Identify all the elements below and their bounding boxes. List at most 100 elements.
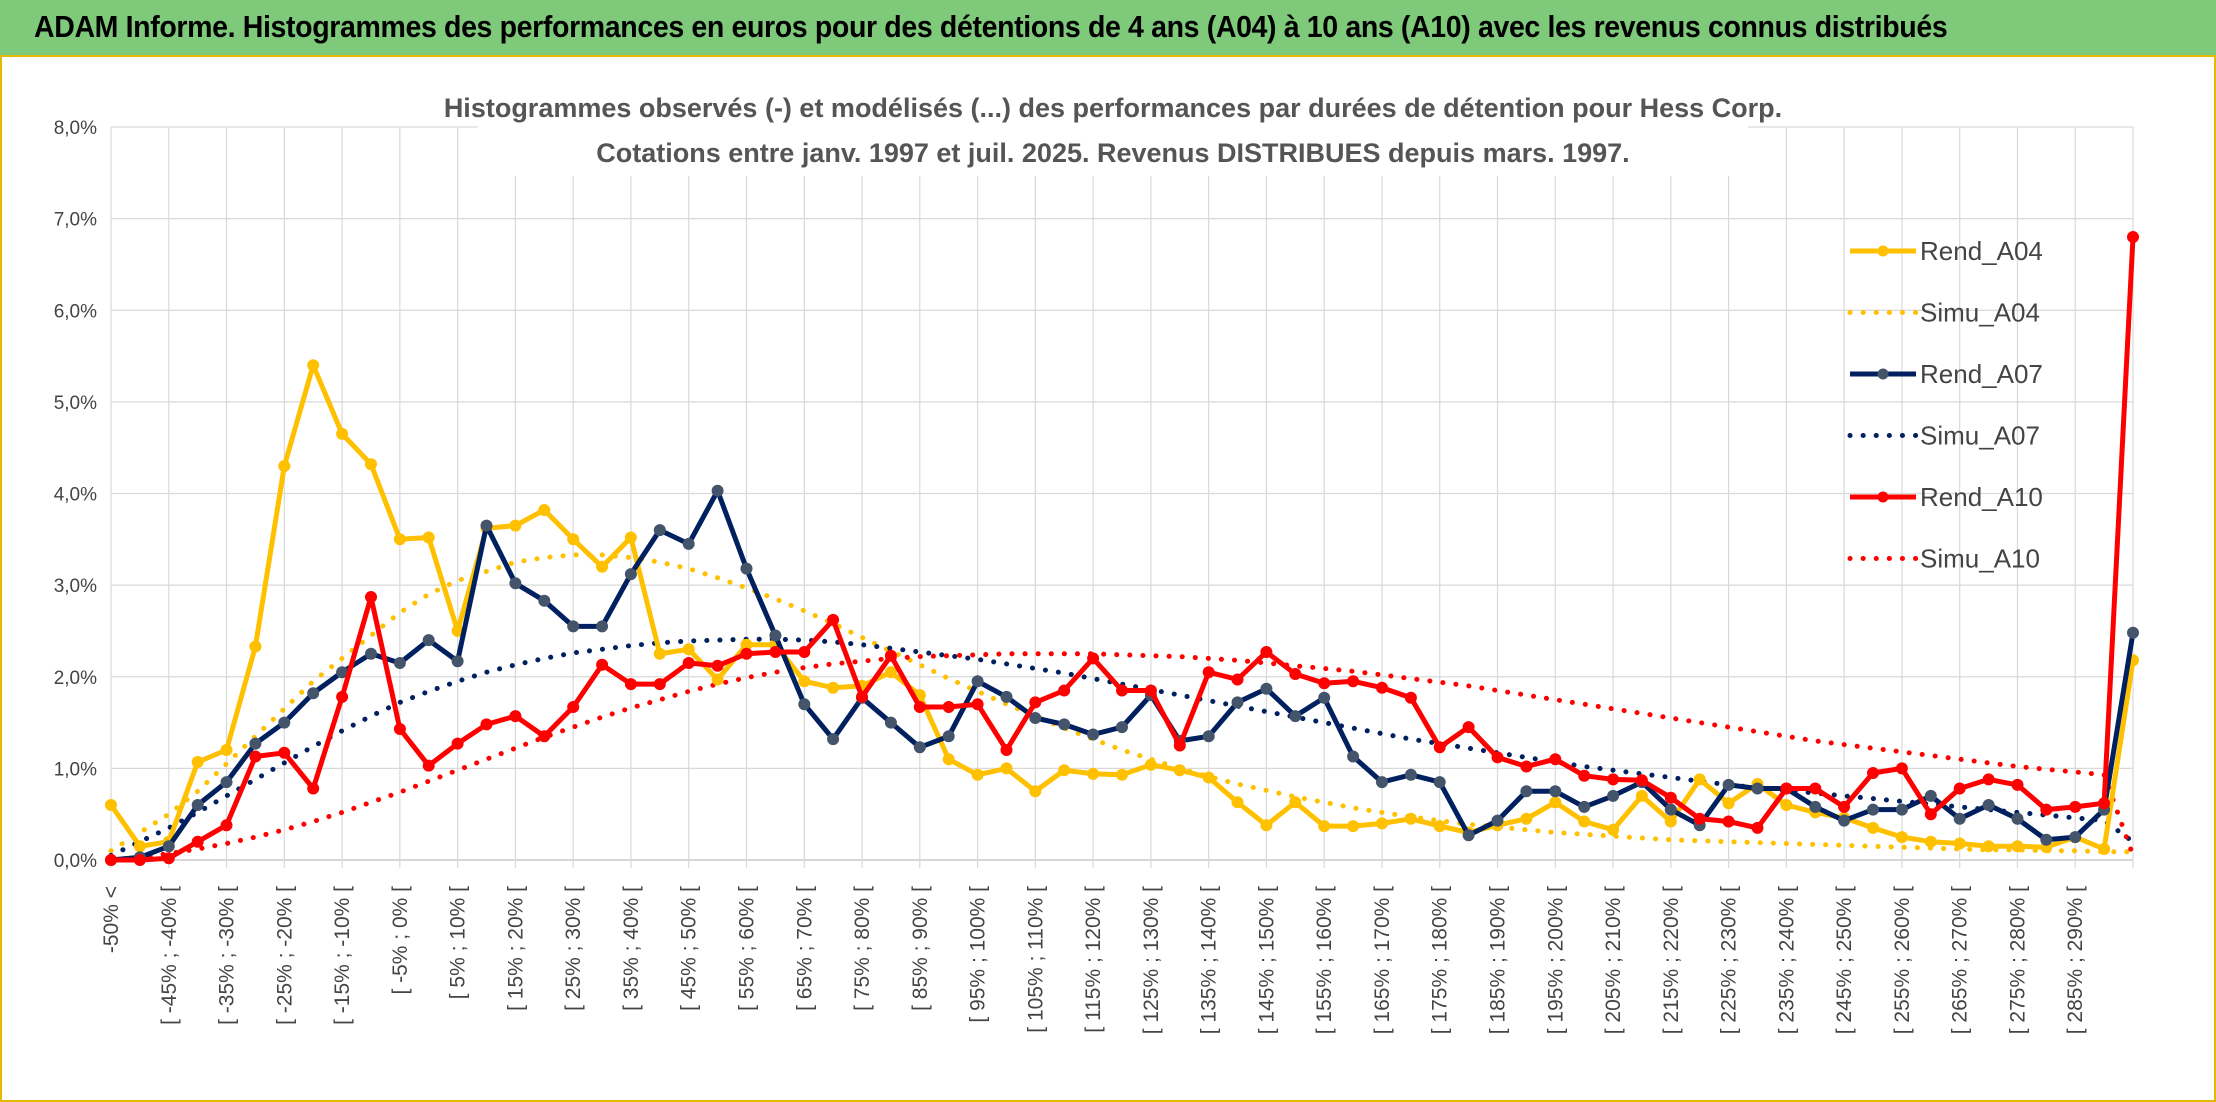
data-point xyxy=(191,835,204,848)
legend-label: Simu_A07 xyxy=(1920,421,2040,451)
data-point xyxy=(1231,796,1244,809)
data-point xyxy=(1549,753,1562,766)
data-point xyxy=(884,649,897,662)
x-tick-label: [ 255% ; 260% [ xyxy=(1891,886,1914,1034)
x-tick-label: [ 275% ; 280% [ xyxy=(2006,886,2029,1034)
data-point xyxy=(1058,684,1071,697)
chart-axes: 0,0% 1,0% 2,0% 3,0% 4,0% 5,0% 6,0% 7,0% 8,0% -50%… xyxy=(54,118,2088,1034)
data-point xyxy=(913,741,926,754)
y-tick-label: 8,0% xyxy=(54,118,97,139)
data-point xyxy=(740,647,753,660)
data-point xyxy=(336,690,349,703)
data-point xyxy=(509,577,522,590)
series-simu-a04 xyxy=(108,552,2136,855)
data-point xyxy=(1462,829,1475,842)
data-point xyxy=(365,647,377,660)
data-point xyxy=(1404,812,1417,825)
data-point xyxy=(1433,820,1446,833)
series-line-rend-a10 xyxy=(111,236,2136,863)
legend-label: Rend_A04 xyxy=(1920,236,2043,266)
data-point xyxy=(711,484,724,497)
x-tick-label: [ 95% ; 100% [ xyxy=(967,886,990,1023)
data-point xyxy=(1578,769,1591,782)
data-point xyxy=(393,723,406,735)
data-point xyxy=(769,629,782,642)
data-point xyxy=(1347,750,1360,763)
data-point xyxy=(1780,799,1793,811)
data-point xyxy=(1895,803,1908,816)
data-point xyxy=(1433,776,1446,789)
y-tick-label: 0,0% xyxy=(54,851,97,872)
data-point xyxy=(105,799,117,811)
data-point xyxy=(1087,728,1100,741)
x-tick-label: [ 245% ; 250% [ xyxy=(1833,886,1856,1034)
data-point xyxy=(2040,833,2053,846)
data-point xyxy=(1231,696,1244,709)
x-tick-label: [ 45% ; 50% [ xyxy=(678,886,701,1011)
data-point xyxy=(2127,231,2139,243)
data-point xyxy=(596,658,609,671)
x-tick-label: [ -15% ; -10% [ xyxy=(331,886,354,1025)
data-point xyxy=(1289,796,1302,809)
data-point xyxy=(1462,721,1475,734)
data-point xyxy=(1867,821,1879,834)
data-point xyxy=(278,716,291,729)
legend-item-rend-a04: Rend_A04 xyxy=(1850,236,2043,266)
data-point xyxy=(1722,778,1735,791)
data-point xyxy=(1838,800,1851,813)
data-point xyxy=(1491,814,1504,827)
data-point xyxy=(798,675,811,688)
data-point xyxy=(682,537,695,550)
data-point xyxy=(2011,778,2024,791)
data-point xyxy=(1924,835,1937,848)
data-point xyxy=(1376,776,1388,789)
data-point xyxy=(682,643,695,656)
data-point xyxy=(307,782,320,795)
data-point xyxy=(827,681,840,694)
data-point xyxy=(913,701,926,713)
data-point xyxy=(1809,800,1822,813)
data-point xyxy=(769,646,782,658)
data-point xyxy=(1635,789,1648,802)
data-point xyxy=(249,750,262,763)
x-tick-label: [ 145% ; 150% [ xyxy=(1255,886,1278,1034)
data-point xyxy=(365,591,377,603)
chart-title: Histogrammes observés (-) et modélisés (… xyxy=(444,93,1782,123)
data-point xyxy=(1895,762,1908,775)
data-point xyxy=(1635,774,1648,787)
data-point xyxy=(1144,684,1157,697)
x-tick-label: [ 25% ; 30% [ xyxy=(562,886,585,1011)
x-tick-label: [ 75% ; 80% [ xyxy=(851,886,874,1011)
series-line-simu-a04 xyxy=(108,552,2136,855)
data-point xyxy=(307,359,320,372)
data-point xyxy=(1751,821,1764,834)
series-rend-a04 xyxy=(105,359,2139,855)
data-point xyxy=(538,504,551,516)
data-point xyxy=(971,768,984,781)
data-point xyxy=(1664,791,1677,804)
x-tick-label: [ 125% ; 130% [ xyxy=(1140,886,1163,1034)
data-point xyxy=(220,744,233,756)
chart-subtitle: Cotations entre janv. 1997 et juil. 2025… xyxy=(596,138,1629,168)
data-point xyxy=(1664,803,1677,816)
data-point xyxy=(1924,789,1937,802)
data-point xyxy=(1318,691,1331,704)
data-point xyxy=(1260,682,1273,695)
y-tick-label: 5,0% xyxy=(54,393,97,414)
x-tick-label: [ 235% ; 240% [ xyxy=(1775,886,1798,1034)
data-point xyxy=(2011,812,2024,825)
data-point xyxy=(1202,771,1215,784)
legend-marker xyxy=(1877,491,1889,503)
y-tick-label: 1,0% xyxy=(54,759,97,780)
legend-item-simu-a07: Simu_A07 xyxy=(1847,421,2040,451)
data-point xyxy=(1231,673,1244,686)
data-point xyxy=(2069,831,2082,844)
data-point xyxy=(1607,773,1620,786)
data-point xyxy=(1144,758,1157,771)
series-rend-a10 xyxy=(105,231,2139,866)
x-tick-label: [ 35% ; 40% [ xyxy=(620,886,643,1011)
data-point xyxy=(1693,773,1706,786)
data-point xyxy=(1029,696,1042,709)
data-point xyxy=(1116,768,1128,781)
